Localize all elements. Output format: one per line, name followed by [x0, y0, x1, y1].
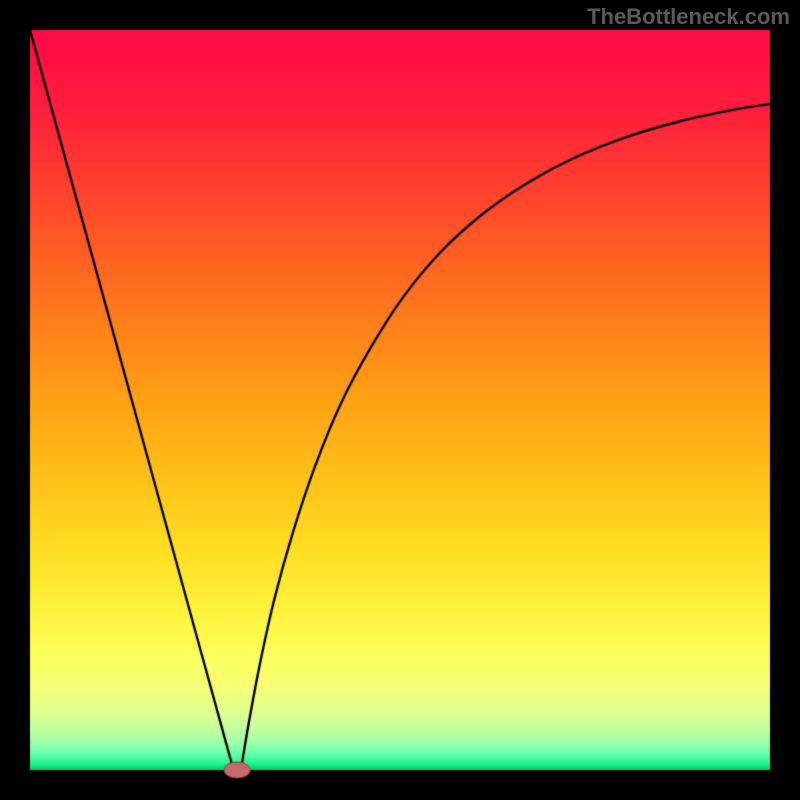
- watermark-text: TheBottleneck.com: [587, 4, 790, 30]
- chart-container: TheBottleneck.com: [0, 0, 800, 800]
- bottleneck-chart-canvas: [0, 0, 800, 800]
